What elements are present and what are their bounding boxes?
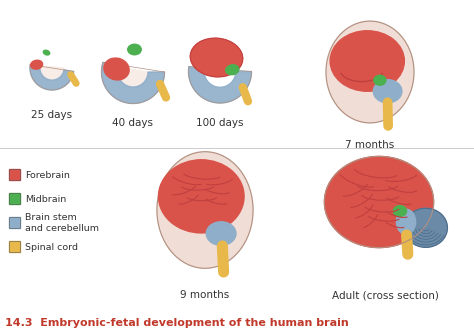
Text: 7 months: 7 months — [346, 140, 395, 150]
Text: 14.3  Embryonic-fetal development of the human brain: 14.3 Embryonic-fetal development of the … — [5, 318, 349, 328]
Polygon shape — [30, 65, 74, 90]
Ellipse shape — [374, 80, 402, 103]
Ellipse shape — [43, 50, 50, 55]
Polygon shape — [118, 67, 148, 87]
Ellipse shape — [104, 58, 129, 80]
Text: Adult (cross section): Adult (cross section) — [331, 290, 438, 300]
Ellipse shape — [404, 208, 447, 247]
Polygon shape — [189, 67, 252, 103]
Ellipse shape — [374, 75, 386, 85]
Ellipse shape — [396, 209, 416, 234]
FancyBboxPatch shape — [9, 169, 20, 180]
Ellipse shape — [158, 160, 244, 233]
Text: Spinal cord: Spinal cord — [25, 242, 78, 251]
Ellipse shape — [190, 38, 243, 77]
Text: Midbrain: Midbrain — [25, 194, 66, 203]
Text: 100 days: 100 days — [196, 118, 244, 128]
Polygon shape — [40, 66, 64, 80]
FancyBboxPatch shape — [9, 241, 20, 252]
Text: 9 months: 9 months — [181, 290, 229, 300]
Ellipse shape — [393, 205, 407, 216]
Text: Forebrain: Forebrain — [25, 170, 70, 179]
FancyBboxPatch shape — [9, 193, 20, 204]
Ellipse shape — [157, 152, 253, 268]
Ellipse shape — [206, 222, 236, 245]
Ellipse shape — [324, 157, 434, 248]
Ellipse shape — [31, 60, 43, 69]
Text: 40 days: 40 days — [112, 118, 154, 128]
Ellipse shape — [128, 44, 141, 55]
Ellipse shape — [326, 21, 414, 123]
Text: 25 days: 25 days — [31, 110, 73, 120]
Ellipse shape — [226, 65, 239, 75]
Text: Brain stem
and cerebellum: Brain stem and cerebellum — [25, 213, 99, 233]
FancyBboxPatch shape — [9, 217, 20, 228]
Ellipse shape — [330, 31, 404, 91]
Polygon shape — [101, 62, 164, 104]
